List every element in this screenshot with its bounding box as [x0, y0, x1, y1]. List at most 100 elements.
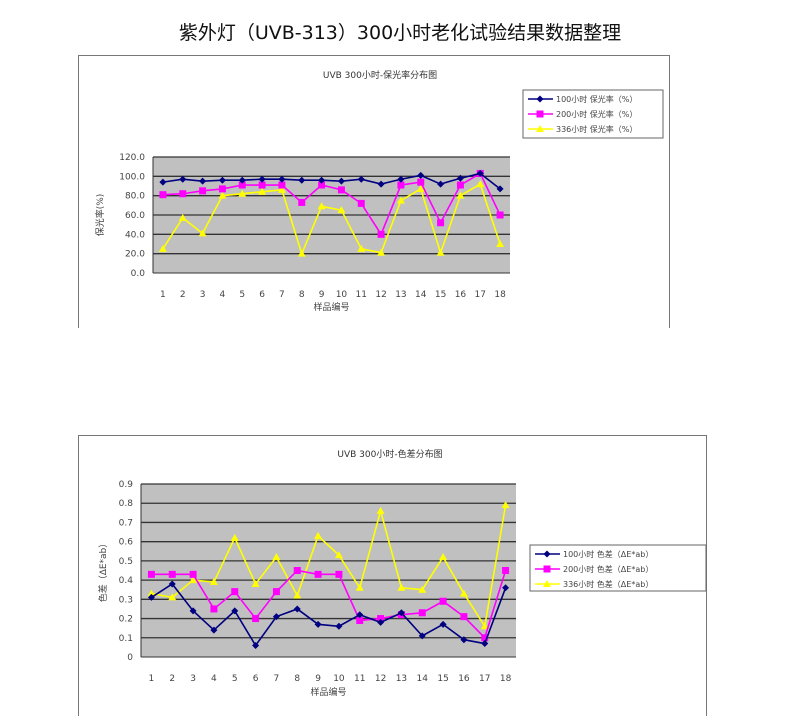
x-tick-label: 17 [475, 290, 486, 300]
square-marker [543, 565, 551, 573]
square-marker [293, 567, 301, 574]
y-tick-label: 0.8 [119, 499, 134, 509]
diamond-marker [318, 176, 326, 184]
diamond-marker [252, 641, 260, 649]
y-tick-label: 0.5 [119, 557, 133, 567]
chart-title: UVB 300小时-保光率分布图 [323, 69, 437, 81]
diamond-marker [418, 632, 426, 640]
diamond-marker [496, 185, 504, 193]
x-tick-label: 10 [336, 290, 348, 300]
square-marker [377, 230, 385, 238]
diamond-marker [335, 622, 343, 630]
chart-1: UVB 300小时-保光率分布图 0.0 20.0 40.0 60.0 80.0 100.0… [94, 69, 664, 313]
triangle-marker [272, 553, 281, 561]
x-tick-label: 18 [494, 290, 506, 300]
y-tick-label: 0.6 [119, 538, 134, 548]
x-tick-label: 6 [259, 290, 265, 300]
x-tick-label: 18 [500, 674, 512, 684]
x-tick-label: 6 [253, 674, 259, 684]
square-marker [278, 181, 286, 189]
x-tick-label: 8 [299, 290, 305, 300]
diamond-marker [460, 636, 468, 644]
diamond-marker [159, 178, 167, 186]
series-triangle [147, 501, 510, 630]
triangle-marker [314, 531, 323, 539]
square-marker [418, 609, 426, 617]
x-axis-label: 样品编号 [310, 686, 346, 698]
square-marker [199, 187, 207, 195]
triangle-marker [418, 585, 427, 593]
x-tick-label: 7 [274, 674, 280, 684]
triangle-marker [496, 240, 505, 247]
x-tick-label: 7 [279, 290, 285, 300]
diamond-marker [437, 180, 445, 188]
diamond-marker [298, 176, 306, 184]
square-marker [377, 615, 385, 623]
diamond-marker [543, 550, 551, 558]
x-tick-label: 15 [437, 674, 448, 684]
diamond-marker [168, 580, 176, 588]
diamond-marker [314, 620, 322, 628]
y-tick-label: 0.1 [119, 634, 133, 644]
square-marker [439, 597, 447, 605]
diamond-marker [377, 618, 385, 626]
triangle-marker [456, 191, 465, 199]
square-marker [397, 181, 405, 189]
x-tick-label: 13 [395, 290, 406, 300]
diamond-marker [476, 169, 484, 177]
y-axis-label: 保光率(%) [94, 194, 106, 237]
triangle-marker [476, 180, 485, 188]
triangle-marker [230, 533, 239, 541]
x-tick-label: 17 [479, 674, 490, 684]
square-marker [481, 634, 489, 642]
diamond-marker [397, 175, 405, 183]
x-tick-label: 12 [375, 290, 386, 300]
x-tick-label: 1 [149, 674, 155, 684]
triangle-marker [251, 579, 260, 587]
series-triangle [158, 180, 505, 257]
triangle-marker [355, 583, 364, 591]
diamond-marker [258, 175, 266, 183]
legend-label: 336小时 保光率（%） [556, 124, 637, 134]
square-marker [218, 185, 226, 193]
triangle-marker [168, 593, 177, 601]
y-tick-label: 0.2 [119, 615, 133, 625]
diamond-marker [199, 177, 207, 185]
triangle-marker [198, 229, 207, 237]
legend: 100小时 保光率（%） 200小时 保光率（%） 336小时 保光率（%） [522, 89, 664, 139]
square-marker [168, 570, 176, 578]
triangle-marker [501, 501, 510, 509]
triangle-marker [377, 248, 386, 256]
square-marker [437, 219, 445, 227]
square-marker [456, 181, 464, 189]
y-tick-label: 0.9 [119, 480, 134, 490]
x-tick-label: 5 [239, 290, 245, 300]
x-tick-label: 14 [415, 290, 427, 300]
y-tick-label: 0.7 [119, 518, 133, 528]
x-tick-label: 11 [354, 674, 365, 684]
x-tick-label: 2 [169, 674, 175, 684]
series-line [150, 582, 507, 647]
x-tick-label: 13 [396, 674, 407, 684]
diamond-marker [417, 171, 425, 179]
legend-label: 100小时 保光率（%） [556, 94, 637, 104]
diamond-marker [210, 626, 218, 634]
x-tick-label: 8 [294, 674, 300, 684]
square-marker [335, 570, 343, 578]
square-marker [189, 570, 197, 578]
square-marker [318, 181, 326, 189]
triangle-marker [376, 506, 385, 514]
x-tick-label: 4 [211, 674, 217, 684]
y-tick-label: 20.0 [125, 250, 145, 260]
series-line [162, 182, 501, 257]
triangle-marker [543, 580, 551, 587]
y-tick-label: 60.0 [125, 211, 145, 221]
square-marker [231, 588, 239, 596]
x-tick-label: 12 [375, 674, 386, 684]
square-marker [496, 211, 504, 219]
square-marker [179, 190, 187, 198]
y-tick-label: 120.0 [119, 153, 145, 163]
diamond-marker [218, 176, 226, 184]
triangle-marker [459, 589, 468, 597]
